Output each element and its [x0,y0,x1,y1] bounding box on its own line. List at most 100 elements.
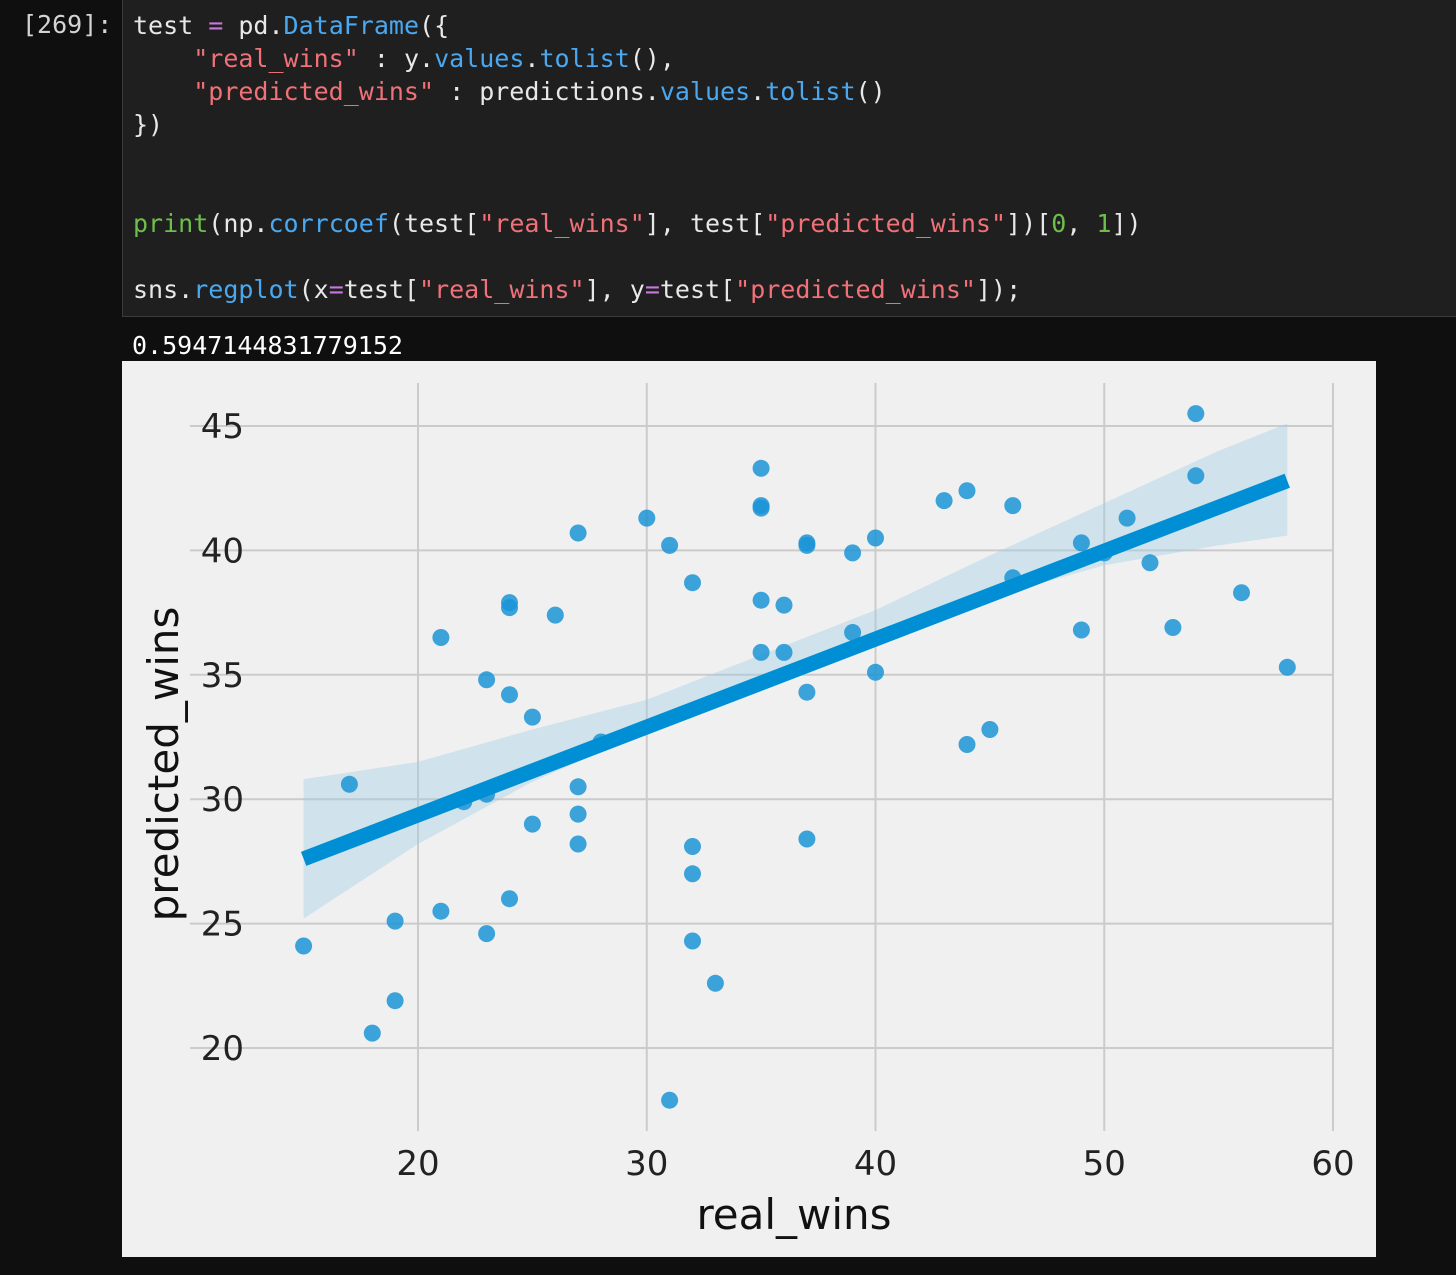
code-token: tolist [765,77,856,106]
data-point [684,865,701,883]
y-tick-label: 20 [201,1029,244,1069]
data-point [501,686,518,704]
data-point [501,890,518,908]
data-point [569,835,587,853]
data-point [706,974,724,992]
data-point [752,499,770,517]
code-token [133,44,193,73]
data-point [478,925,496,943]
code-token: = [328,275,344,304]
code-token: corrcoef [268,209,389,238]
y-tick-label: 40 [201,531,244,571]
code-token: (), [629,44,675,73]
code-token: ])[ [1006,209,1052,238]
code-token: "real_wins" [193,44,359,73]
data-point [546,606,564,624]
code-token: "predicted_wins" [735,275,976,304]
data-point [1141,554,1159,572]
data-point [1004,497,1022,515]
code-token: . [750,77,766,106]
code-token: : predictions. [434,77,660,106]
data-point [684,574,701,592]
y-tick-label: 35 [201,656,244,696]
code-token: ]) [1111,209,1142,238]
code-line: sns.regplot(x=test["real_wins"], y=test[… [133,273,1021,306]
code-line: "real_wins" : y.values.tolist(), [133,42,675,75]
code-token: values [659,77,751,106]
data-point [386,912,404,930]
code-line: }) [133,108,163,141]
code-token: . [524,44,540,73]
x-axis-label: real_wins [696,1190,891,1239]
data-point [1072,621,1090,639]
data-point [501,599,518,617]
code-token: (np. [208,209,269,238]
data-point [569,778,587,796]
data-point [981,721,999,738]
data-point [661,1091,679,1109]
data-point [752,643,770,661]
data-point [363,1024,381,1042]
data-point [775,643,793,661]
code-token: tolist [539,44,630,73]
data-point [798,536,816,554]
code-cell[interactable]: test = pd.DataFrame({ "real_wins" : y.va… [122,0,1456,317]
code-token: 0 [1051,209,1067,238]
code-token: = [644,275,660,304]
data-point [1233,584,1250,602]
code-token: = [208,11,224,40]
x-tick-label: 40 [854,1144,897,1184]
code-token: "predicted_wins" [765,209,1007,238]
code-token: ({ [419,11,450,40]
data-point [1187,405,1205,423]
data-point [684,932,701,950]
code-token: () [855,77,886,106]
data-point [1278,658,1296,676]
data-point [752,459,770,477]
code-token: regplot [193,275,299,304]
code-token: test[ [343,275,420,304]
data-point [386,992,404,1010]
code-line: print(np.corrcoef(test["real_wins"], tes… [133,207,1142,240]
x-tick-label: 60 [1311,1144,1354,1184]
regression-line [300,473,1290,866]
x-tick-label: 30 [625,1144,668,1184]
data-point [523,708,541,726]
y-tick-label: 45 [201,407,244,447]
code-token: ], y [584,275,645,304]
data-point [1072,534,1090,552]
data-point [523,815,541,833]
code-token: ]); [975,275,1022,304]
data-point [958,482,976,500]
data-point [638,509,656,527]
code-token: , [1066,209,1097,238]
code-token: test[ [659,275,736,304]
data-point [478,671,496,689]
data-point [569,524,587,542]
data-point [844,544,862,562]
cell-prompt: [269]: [22,10,113,39]
code-token: 1 [1096,209,1112,238]
code-token: ], test[ [644,209,766,238]
data-point [1118,509,1136,527]
data-point [752,591,770,609]
code-token: }) [133,110,164,139]
data-point [958,736,976,753]
data-point [1164,619,1182,636]
x-tick-label: 50 [1083,1144,1126,1184]
regplot-chart: 20 30 40 50 60 20 25 30 35 40 45 real_wins predicted… [139,383,1355,1239]
data-point [935,492,953,510]
data-point [661,536,679,554]
y-axis-label: predicted_wins [139,607,188,922]
confidence-band [303,423,1288,919]
code-token: pd. [223,11,284,40]
data-point [569,805,587,823]
data-point [432,902,450,920]
code-token: DataFrame [283,11,420,40]
data-point [867,663,884,681]
code-token: sns. [133,275,194,304]
code-token [133,77,193,106]
code-token: values [434,44,525,73]
y-tick-label: 25 [201,905,244,945]
data-point [798,683,816,701]
